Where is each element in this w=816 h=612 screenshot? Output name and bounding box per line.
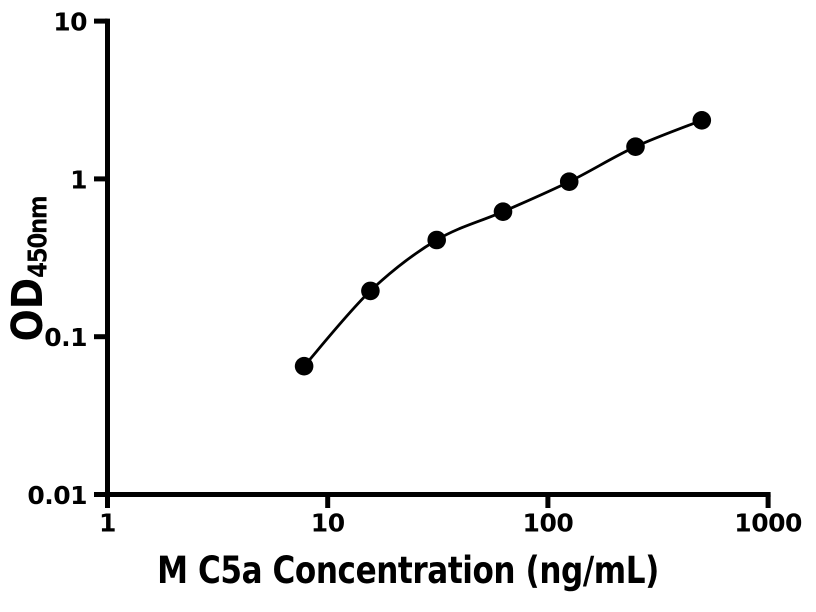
y-tick-label: 1 [70, 165, 87, 194]
y-tick-label: 0.01 [27, 481, 87, 510]
y-tick-label: 0.1 [44, 323, 87, 352]
y-axis-title: OD450nm [0, 181, 56, 357]
data-point [493, 202, 513, 221]
data-point [361, 281, 380, 301]
fit-curve [303, 119, 703, 368]
data-point [559, 172, 579, 191]
data-point [626, 137, 645, 156]
data-point [427, 230, 447, 250]
x-tick-label: 1000 [734, 509, 802, 538]
y-axis-title-subscript: 450nm [23, 196, 54, 278]
data-point [692, 111, 712, 130]
data-point [294, 356, 314, 376]
x-tick-label: 10 [311, 509, 345, 538]
x-tick-label: 1 [99, 509, 116, 538]
x-tick-label: 100 [523, 509, 574, 538]
y-axis-title-main: OD [3, 277, 53, 342]
y-tick-label: 10 [53, 8, 87, 37]
axis-spines [105, 18, 771, 497]
x-axis-title: M C5a Concentration (ng/mL) [157, 549, 659, 592]
